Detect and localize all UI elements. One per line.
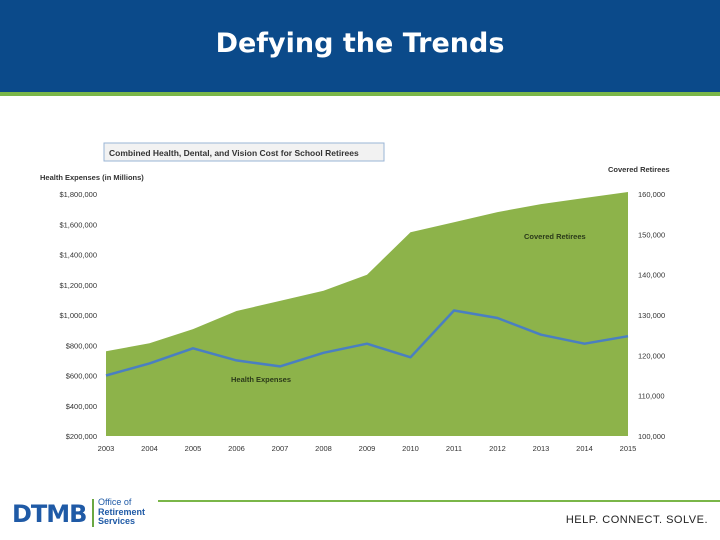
y-tick-label: $400,000 <box>66 402 97 411</box>
y2-tick-label: 150,000 <box>638 230 665 239</box>
header-bar: Defying the Trends <box>0 0 720 92</box>
logo-acronym: DTMB <box>12 500 87 528</box>
logo-divider <box>92 499 94 527</box>
x-tick-label: 2005 <box>185 444 202 453</box>
header-accent-rule <box>0 92 720 96</box>
x-tick-label: 2010 <box>402 444 419 453</box>
y-tick-label: $1,800,000 <box>59 190 97 199</box>
y-tick-label: $600,000 <box>66 372 97 381</box>
slide-title: Defying the Trends <box>215 28 505 59</box>
logo-office-text: Office of Retirement Services <box>98 497 146 527</box>
y2-tick-label: 110,000 <box>638 392 665 401</box>
x-tick-label: 2014 <box>576 444 593 453</box>
y-tick-label: $800,000 <box>66 341 97 350</box>
chart-title-box <box>103 142 385 162</box>
covered-retirees-area <box>106 192 628 436</box>
x-tick-label: 2013 <box>533 444 550 453</box>
y-tick-label: $1,000,000 <box>59 311 97 320</box>
x-tick-label: 2008 <box>315 444 332 453</box>
annotation-covered-retirees: Covered Retirees <box>524 232 586 241</box>
x-tick-label: 2009 <box>359 444 376 453</box>
chart-title: Combined Health, Dental, and Vision Cost… <box>109 148 359 158</box>
y-tick-label: $1,600,000 <box>59 220 97 229</box>
annotation-health-expenses: Health Expenses <box>231 375 291 384</box>
chart-svg: Combined Health, Dental, and Vision Cost… <box>40 142 670 453</box>
x-tick-label: 2003 <box>98 444 115 453</box>
x-tick-label: 2006 <box>228 444 245 453</box>
y2-tick-label: 130,000 <box>638 311 665 320</box>
y-tick-label: $1,400,000 <box>59 251 97 260</box>
chart: Combined Health, Dental, and Vision Cost… <box>0 130 720 460</box>
x-tick-label: 2012 <box>489 444 506 453</box>
health-expenses-line <box>105 309 629 377</box>
y2-tick-label: 120,000 <box>638 351 665 360</box>
logo-line-1: Office of <box>98 497 132 507</box>
y2-tick-label: 160,000 <box>638 190 665 199</box>
logo-line-2: Retirement <box>98 506 146 517</box>
x-tick-label: 2015 <box>620 444 637 453</box>
y-tick-label: $1,200,000 <box>59 281 97 290</box>
dtmb-logo: DTMB Office of Retirement Services <box>12 497 162 530</box>
logo-line-3: Services <box>98 516 136 526</box>
y-axis-label: Health Expenses (in Millions) <box>40 173 144 182</box>
x-tick-label: 2004 <box>141 444 158 453</box>
x-tick-label: 2011 <box>446 444 462 453</box>
footer-accent-rule <box>158 500 720 502</box>
y2-tick-label: 140,000 <box>638 271 665 280</box>
tagline: HELP. CONNECT. SOLVE. <box>565 514 708 526</box>
y2-tick-label: 100,000 <box>638 432 665 441</box>
x-tick-label: 2007 <box>272 444 289 453</box>
y-tick-label: $200,000 <box>66 432 97 441</box>
y2-axis-label: Covered Retirees <box>608 165 670 174</box>
